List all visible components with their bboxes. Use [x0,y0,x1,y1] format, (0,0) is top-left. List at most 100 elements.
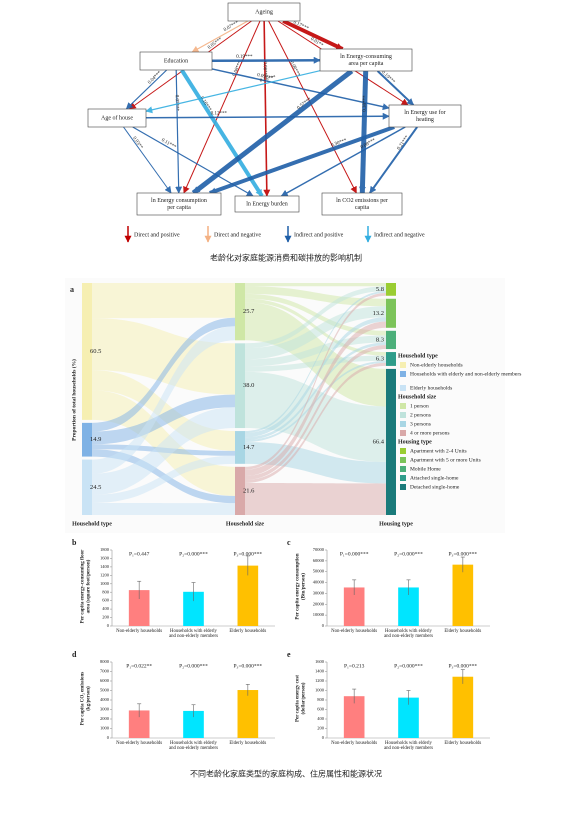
path-arrow [376,70,415,106]
bar [183,710,204,738]
p-value: P₃=0.000*** [233,551,262,557]
sankey-node [386,298,396,328]
panel-label: a [70,285,74,294]
legend-label: Indirect and positive [294,232,344,238]
y-tick-label: 1200 [315,678,325,683]
path-coefficient: 0.09*** [256,73,273,81]
bar [128,590,150,626]
path-coefficient: 0.16*** [259,75,276,84]
diagram-node [87,108,147,128]
y-axis-title: Per capita CO₂ emissions (kg/person) [80,671,92,726]
p-value: P₂=0.000*** [394,551,423,557]
y-tick-label: 0 [322,623,325,628]
path-coefficient: 0.17*** [292,20,309,32]
p-value: P₁=0.000*** [340,551,369,557]
legend-label: Mobile Home [410,466,441,472]
path-arrow [211,68,390,111]
y-tick-label: 600 [102,598,110,603]
y-tick-label: 60000 [313,558,325,563]
node-value-label: 13.2 [373,310,384,317]
bar [343,696,365,738]
legend-swatch [400,385,406,391]
y-tick-label: 1000 [100,581,110,586]
y-tick-label: 70000 [313,547,325,552]
diagram-node [319,48,413,72]
node-value-label: 14.7 [243,444,255,451]
legend-label: Apartment with 5 or more Units [410,457,481,463]
bar [183,591,204,626]
flow-band [92,318,235,395]
y-tick-label: 8000 [100,659,110,664]
panel-label: e [287,650,291,659]
y-tick-label: 30000 [313,590,325,595]
legend-swatch [400,448,406,454]
diagram-node [234,195,300,213]
panel-label: c [287,538,291,547]
flow-band [245,371,386,462]
p-value: P₁=0.213 [344,663,365,669]
p-value: P₃=0.000*** [448,551,477,557]
legend-label: Households with elderly and non-elderly … [410,371,521,377]
legend-label: Elderly households [410,385,452,391]
path-arrow [268,20,357,194]
p-value: P₂=0.000*** [179,551,208,557]
bar [128,710,150,738]
node-label: Age of house [101,114,133,121]
y-tick-label: 400 [102,606,110,611]
legend-label: 1 person [410,403,429,409]
bar [452,676,474,738]
diagram-node [388,104,462,128]
p-value: P₃=0.000*** [233,663,262,669]
p-value: P₁=0.022** [126,663,152,669]
sankey-node [235,466,245,515]
legend-title: Household size [398,394,437,400]
y-tick-label: 800 [102,589,110,594]
flow-band [245,442,386,484]
legend-swatch [400,371,406,377]
y-tick-label: 1800 [100,547,110,552]
sankey-node [82,283,92,420]
path-arrow [145,70,321,114]
flow-band [245,286,386,307]
flow-band [245,321,386,476]
x-tick-label: Non-elderly households [331,629,378,634]
legend-swatch [400,430,406,436]
path-arrow [280,126,406,197]
x-tick-label: Elderly households [444,629,482,634]
bar [237,565,259,626]
y-tick-label: 10000 [313,612,325,617]
node-label: ln Energy use for [404,109,445,116]
path-coefficient: 0.21*** [397,135,411,152]
p-value: P₂=0.000*** [394,663,423,669]
x-tick-label: Non-elderly households [116,741,163,746]
node-label: per capita [167,205,191,211]
sankey-node [82,459,92,515]
flow-band [245,298,386,356]
p-value: P₁=0.447 [129,551,150,557]
flow-band [245,317,386,438]
y-tick-label: 800 [317,697,325,702]
x-tick-label: Non-elderly households [116,629,163,634]
y-tick-label: 6000 [100,678,110,683]
legend-swatch [400,484,406,490]
sankey-node [386,330,396,350]
y-tick-label: 1600 [100,555,110,560]
sankey-node [82,422,92,457]
legend-title: Housing type [398,439,432,445]
sankey-node [235,343,245,429]
legend-swatch [400,475,406,481]
flow-band [245,293,386,336]
legend-swatch [400,362,406,368]
y-tick-label: 50000 [313,569,325,574]
node-value-label: 6.3 [376,355,384,362]
flow-band [92,407,235,495]
path-coefficient: 0.19*** [236,55,253,60]
x-tick-label: Households with elderly and non-elderly … [383,741,433,752]
flow-band [92,317,235,432]
panel-label: d [72,650,77,659]
legend-label: Attached single-home [410,475,459,481]
flow-band [245,362,386,484]
path-coefficient: 0.01** [309,37,324,49]
path-coefficient: 0.12*** [211,111,228,116]
